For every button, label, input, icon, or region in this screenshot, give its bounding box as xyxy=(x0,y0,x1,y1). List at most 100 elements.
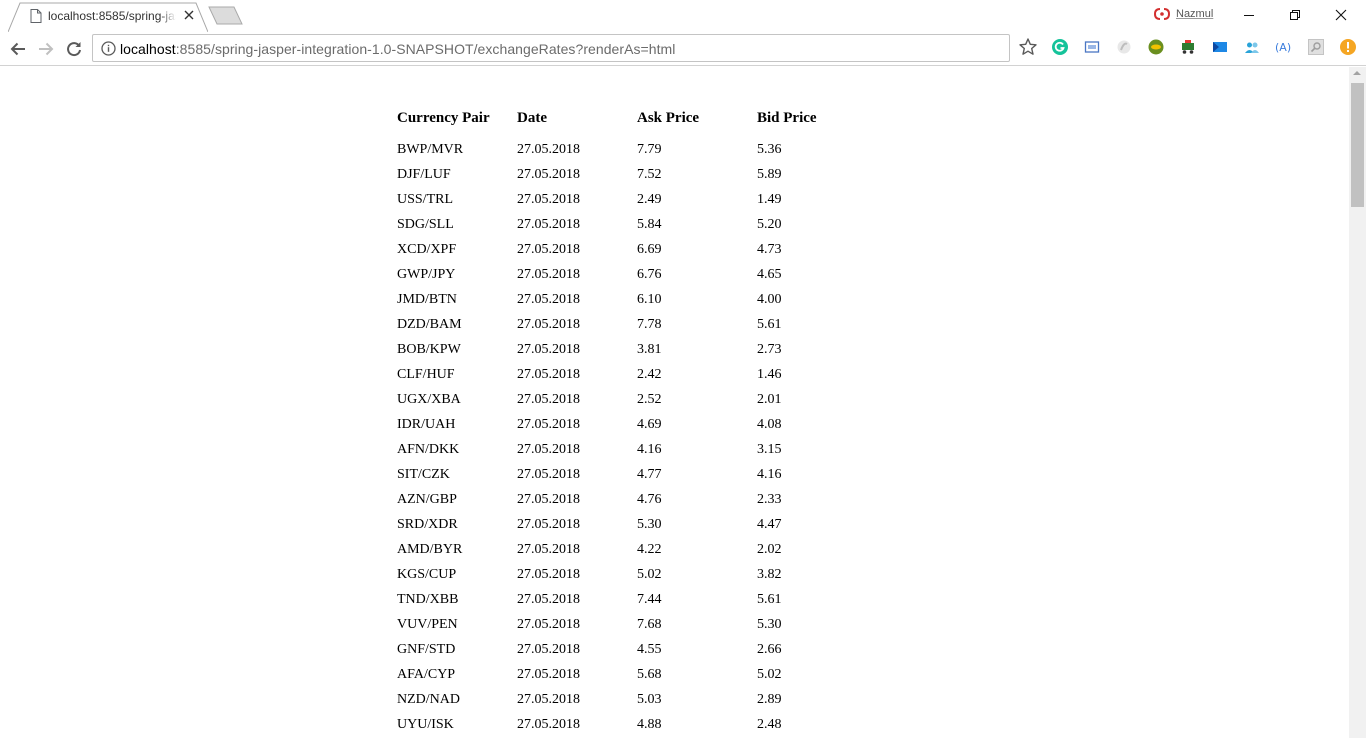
currency-pair-cell: SRD/XDR xyxy=(397,517,458,532)
header-currency-pair: Currency Pair xyxy=(397,110,490,126)
bid-price-cell: 5.30 xyxy=(757,617,782,632)
date-cell: 27.05.2018 xyxy=(517,167,580,182)
bid-price-cell: 4.08 xyxy=(757,417,782,432)
table-row: AMD/BYR 27.05.2018 4.22 2.02 xyxy=(397,542,877,567)
bid-price-cell: 2.33 xyxy=(757,492,782,507)
date-cell: 27.05.2018 xyxy=(517,592,580,607)
page-icon xyxy=(30,9,42,23)
table-row: BOB/KPW 27.05.2018 3.81 2.73 xyxy=(397,342,877,367)
ask-price-cell: 2.49 xyxy=(637,192,662,207)
exchange-rates-report: Currency Pair Date Ask Price Bid Price B… xyxy=(397,108,877,738)
reload-button[interactable] xyxy=(62,37,86,61)
date-cell: 27.05.2018 xyxy=(517,342,580,357)
bid-price-cell: 4.16 xyxy=(757,467,782,482)
bid-price-cell: 4.65 xyxy=(757,267,782,282)
currency-pair-cell: TND/XBB xyxy=(397,592,459,607)
bid-price-cell: 2.02 xyxy=(757,542,782,557)
ask-price-cell: 2.52 xyxy=(637,392,662,407)
table-row: AFA/CYP 27.05.2018 5.68 5.02 xyxy=(397,667,877,692)
date-cell: 27.05.2018 xyxy=(517,467,580,482)
currency-pair-cell: BWP/MVR xyxy=(397,142,464,157)
currency-pair-cell: GNF/STD xyxy=(397,642,456,657)
currency-pair-cell: GWP/JPY xyxy=(397,267,456,282)
ask-price-cell: 6.76 xyxy=(637,267,662,282)
info-icon[interactable] xyxy=(101,41,116,56)
bid-price-cell: 4.00 xyxy=(757,292,782,307)
ask-price-cell: 4.16 xyxy=(637,442,662,457)
date-cell: 27.05.2018 xyxy=(517,317,580,332)
cart-extension-icon[interactable] xyxy=(1179,38,1197,56)
minimize-button[interactable] xyxy=(1226,0,1272,30)
bid-price-cell: 4.47 xyxy=(757,517,782,532)
address-bar[interactable]: localhost:8585/spring-jasper-integration… xyxy=(92,34,1010,62)
table-row: GWP/JPY 27.05.2018 6.76 4.65 xyxy=(397,267,877,292)
profile-button[interactable]: Nazmul xyxy=(1154,6,1213,22)
translate-extension-icon[interactable]: (A) xyxy=(1275,38,1293,56)
currency-pair-cell: UGX/XBA xyxy=(397,392,461,407)
scrollbar-thumb[interactable] xyxy=(1351,83,1364,207)
ask-price-cell: 5.68 xyxy=(637,667,662,682)
table-row: DZD/BAM 27.05.2018 7.78 5.61 xyxy=(397,317,877,342)
currency-pair-cell: AMD/BYR xyxy=(397,542,463,557)
currency-pair-cell: JMD/BTN xyxy=(397,292,457,307)
currency-pair-cell: CLF/HUF xyxy=(397,367,455,382)
date-cell: 27.05.2018 xyxy=(517,392,580,407)
table-row: CLF/HUF 27.05.2018 2.42 1.46 xyxy=(397,367,877,392)
date-cell: 27.05.2018 xyxy=(517,367,580,382)
date-cell: 27.05.2018 xyxy=(517,142,580,157)
cast-extension-icon[interactable] xyxy=(1083,38,1101,56)
ask-price-cell: 7.44 xyxy=(637,592,662,607)
header-ask-price: Ask Price xyxy=(637,110,700,126)
grammarly-extension-icon[interactable] xyxy=(1051,38,1069,56)
currency-pair-cell: KGS/CUP xyxy=(397,567,457,582)
bid-price-cell: 3.82 xyxy=(757,567,782,582)
reload-icon xyxy=(67,42,81,57)
table-row: VUV/PEN 27.05.2018 7.68 5.30 xyxy=(397,617,877,642)
bid-price-cell: 2.73 xyxy=(757,342,782,357)
new-tab-button[interactable] xyxy=(208,6,244,25)
profile-name: Nazmul xyxy=(1176,8,1214,20)
back-button[interactable] xyxy=(6,37,30,61)
tab-title: localhost:8585/spring-jasper-integration… xyxy=(48,9,176,23)
table-row: SRD/XDR 27.05.2018 5.30 4.47 xyxy=(397,517,877,542)
scroll-up-arrow-icon[interactable] xyxy=(1353,71,1361,75)
video-extension-icon[interactable] xyxy=(1211,38,1229,56)
currency-pair-cell: DZD/BAM xyxy=(397,317,462,332)
bid-price-cell: 3.15 xyxy=(757,442,782,457)
date-cell: 27.05.2018 xyxy=(517,492,580,507)
vertical-scrollbar[interactable] xyxy=(1349,67,1366,738)
bid-price-cell: 2.48 xyxy=(757,717,782,732)
table-row: USS/TRL 27.05.2018 2.49 1.49 xyxy=(397,192,877,217)
currency-pair-cell: IDR/UAH xyxy=(397,417,456,432)
currency-pair-cell: AZN/GBP xyxy=(397,492,457,507)
people-extension-icon[interactable] xyxy=(1243,38,1261,56)
arrow-right-icon xyxy=(39,42,54,56)
currency-pair-cell: NZD/NAD xyxy=(397,692,460,707)
table-row: IDR/UAH 27.05.2018 4.69 4.08 xyxy=(397,417,877,442)
alert-extension-icon[interactable] xyxy=(1339,38,1357,56)
minimize-icon xyxy=(1244,15,1254,16)
date-cell: 27.05.2018 xyxy=(517,567,580,582)
table-row: TND/XBB 27.05.2018 7.44 5.61 xyxy=(397,592,877,617)
bid-price-cell: 5.20 xyxy=(757,217,782,232)
header-date: Date xyxy=(517,110,547,126)
bid-price-cell: 2.01 xyxy=(757,392,782,407)
table-row: UYU/ISK 27.05.2018 4.88 2.48 xyxy=(397,717,877,738)
disabled-extension-icon[interactable] xyxy=(1115,38,1133,56)
search-extension-icon[interactable] xyxy=(1307,38,1325,56)
globe-extension-icon[interactable] xyxy=(1147,38,1165,56)
browser-tab[interactable]: localhost:8585/spring-jasper-integration… xyxy=(8,2,208,32)
bookmark-star-icon[interactable] xyxy=(1018,37,1038,57)
table-row: AFN/DKK 27.05.2018 4.16 3.15 xyxy=(397,442,877,467)
date-cell: 27.05.2018 xyxy=(517,617,580,632)
currency-pair-cell: UYU/ISK xyxy=(397,717,454,732)
table-row: DJF/LUF 27.05.2018 7.52 5.89 xyxy=(397,167,877,192)
table-row: GNF/STD 27.05.2018 4.55 2.66 xyxy=(397,642,877,667)
date-cell: 27.05.2018 xyxy=(517,542,580,557)
date-cell: 27.05.2018 xyxy=(517,667,580,682)
close-window-button[interactable] xyxy=(1318,0,1364,30)
forward-button[interactable] xyxy=(34,37,58,61)
restore-button[interactable] xyxy=(1272,0,1318,30)
currency-pair-cell: DJF/LUF xyxy=(397,167,451,182)
close-tab-icon[interactable] xyxy=(182,8,196,22)
